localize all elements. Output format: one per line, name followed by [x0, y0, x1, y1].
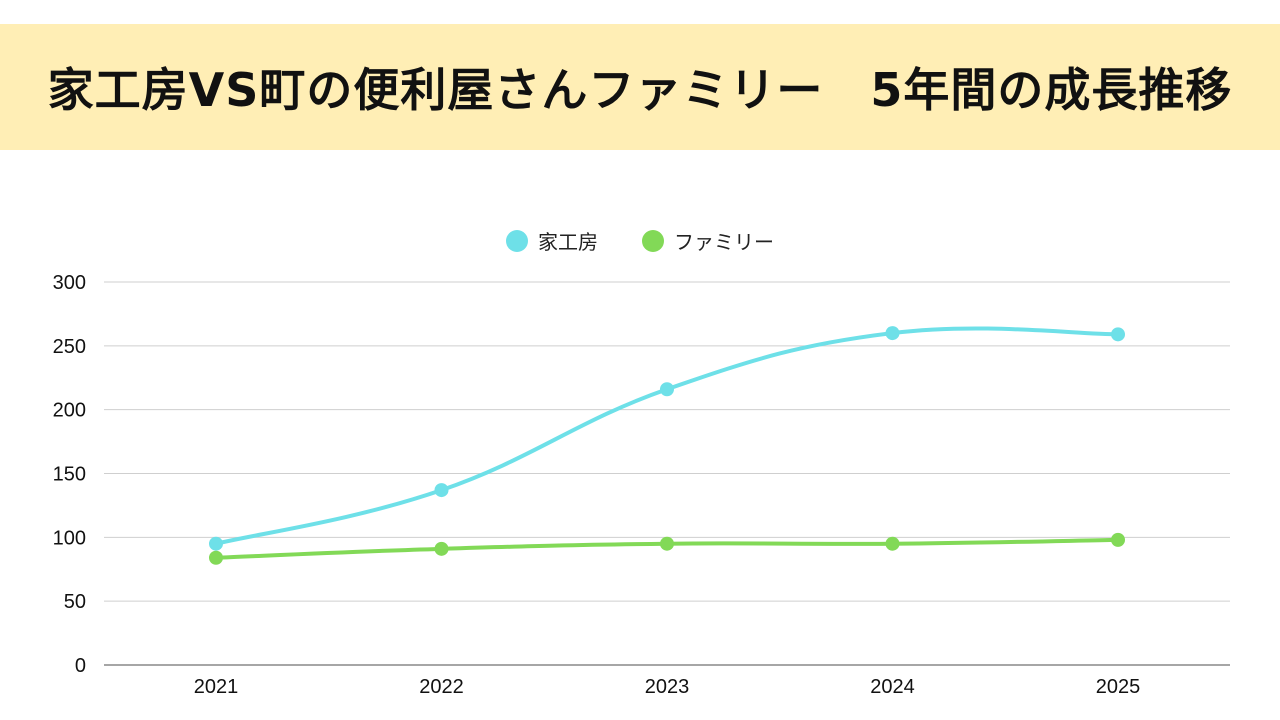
data-point-series-0 [660, 382, 674, 397]
legend: 家工房 ファミリー [0, 226, 1280, 255]
x-tick-label: 2021 [194, 676, 239, 698]
title-banner: 家工房VS町の便利屋さんファミリー 5年間の成長推移 [0, 24, 1280, 150]
data-point-series-0 [209, 536, 223, 551]
legend-label-series-0: 家工房 [538, 230, 598, 254]
y-tick-label: 300 [53, 272, 86, 294]
y-tick-label: 100 [53, 527, 86, 549]
data-point-series-1 [660, 536, 674, 551]
chart-title: 家工房VS町の便利屋さんファミリー 5年間の成長推移 [47, 63, 1233, 117]
data-point-series-1 [1111, 532, 1125, 547]
data-point-series-1 [209, 550, 223, 565]
y-tick-label: 50 [64, 591, 86, 613]
data-point-series-1 [885, 536, 900, 551]
legend-item-series-0[interactable]: 家工房 [506, 226, 598, 255]
x-tick-label: 2024 [870, 676, 915, 698]
data-point-series-0 [885, 326, 900, 341]
series-line-0 [214, 326, 1120, 546]
y-tick-label: 200 [53, 400, 86, 422]
legend-marker-series-1 [642, 229, 664, 252]
y-tick-label: 0 [75, 655, 86, 677]
data-point-series-0 [1111, 327, 1125, 342]
y-tick-label: 150 [53, 464, 86, 486]
legend-item-series-1[interactable]: ファミリー [642, 226, 774, 255]
legend-marker-series-0 [506, 229, 528, 252]
x-tick-label: 2023 [645, 676, 690, 698]
x-tick-label: 2025 [1096, 676, 1141, 698]
y-tick-label: 250 [53, 336, 86, 358]
x-tick-label: 2022 [419, 676, 464, 698]
data-point-series-0 [434, 483, 449, 498]
data-point-series-1 [434, 541, 449, 556]
legend-label-series-1: ファミリー [674, 230, 774, 254]
